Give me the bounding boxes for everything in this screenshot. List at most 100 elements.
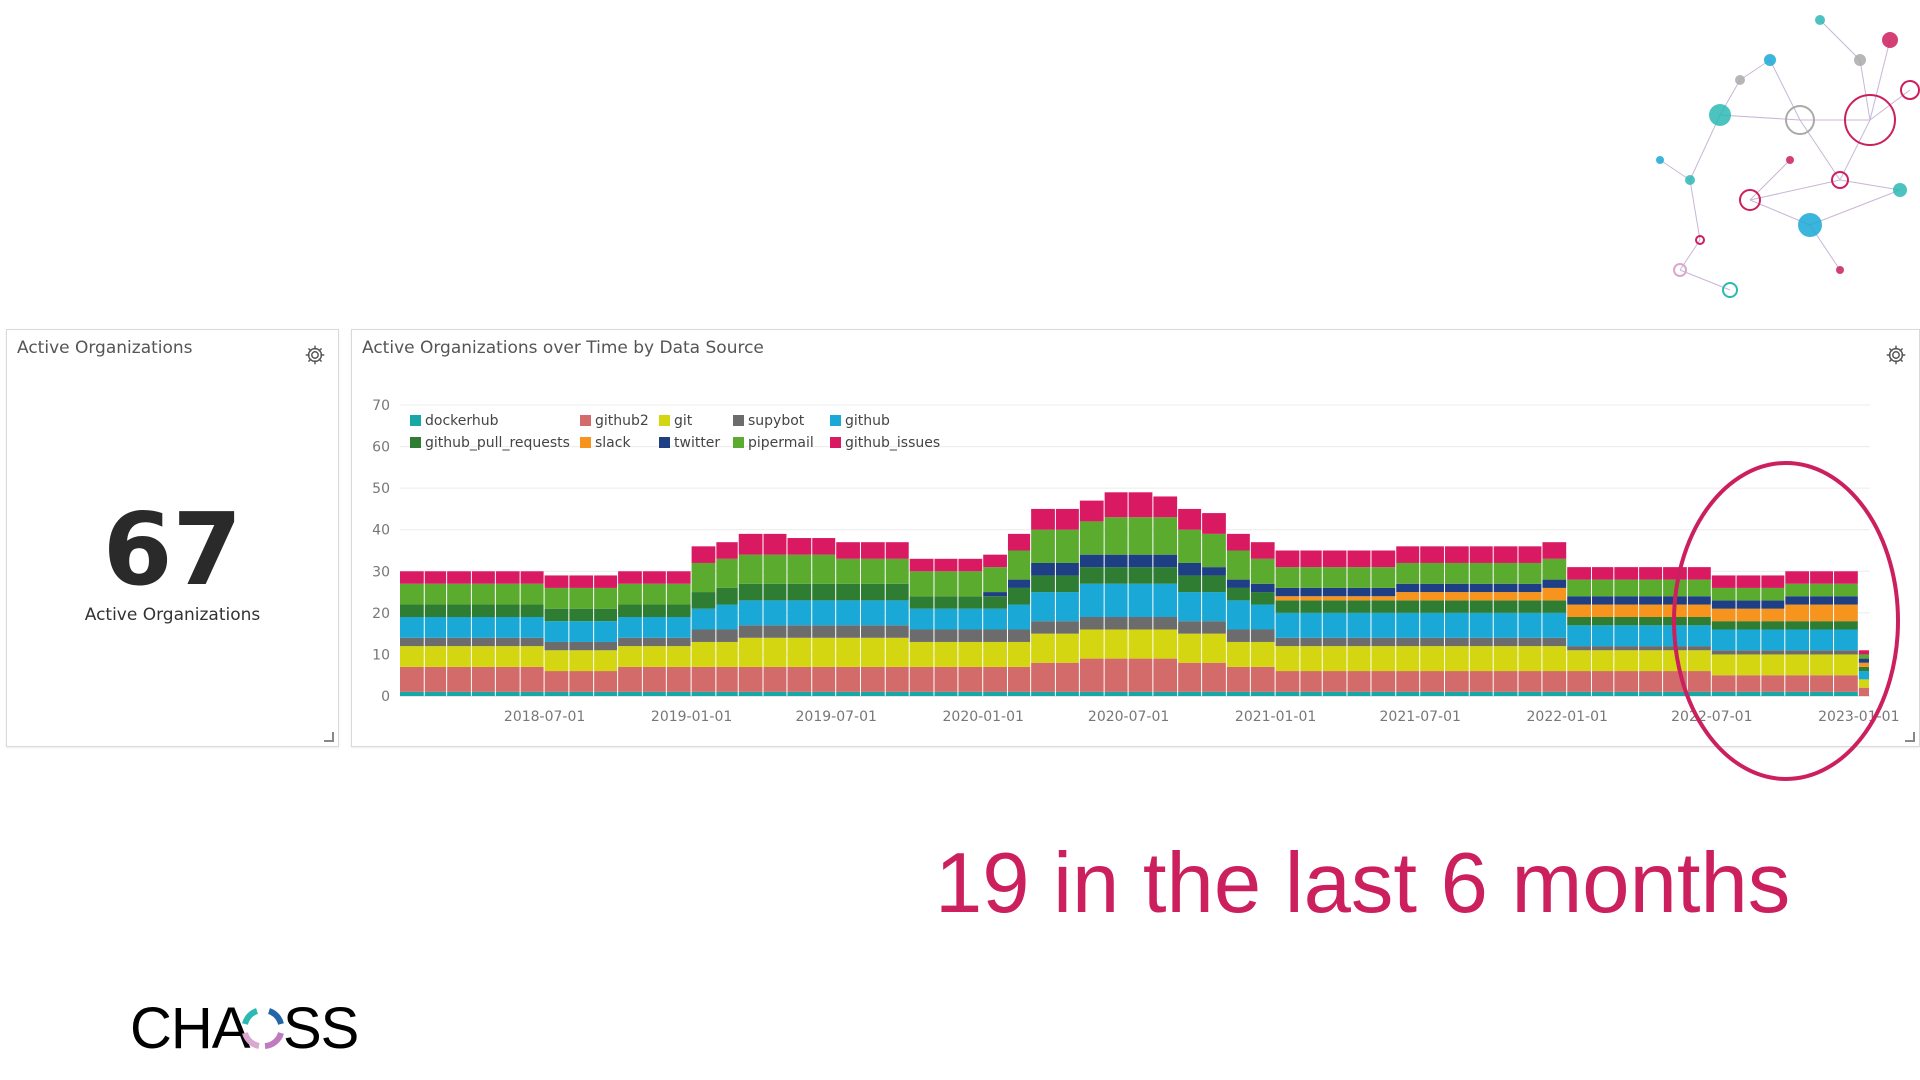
bar-dockerhub (691, 691, 716, 696)
gear-icon[interactable] (1885, 344, 1907, 366)
bar-dockerhub (544, 691, 569, 696)
bar-slack (1736, 608, 1761, 622)
bar-github2 (1785, 675, 1810, 692)
bar-git (1322, 646, 1347, 672)
bar-supybot (1202, 621, 1226, 634)
bar-git (1736, 654, 1761, 676)
bar-pipermail (836, 558, 860, 584)
bar-github (1858, 671, 1869, 680)
bar-github (763, 600, 787, 626)
bar-git (1493, 646, 1518, 672)
bar-github_issues (1687, 567, 1711, 580)
resize-handle-icon[interactable] (324, 732, 334, 742)
bar-git (1031, 633, 1055, 663)
bar-github2 (1469, 671, 1493, 692)
bar-twitter (1347, 587, 1371, 597)
bar-supybot (1834, 650, 1858, 655)
bar-github2 (787, 666, 812, 692)
bar-github2 (1007, 666, 1031, 692)
headline-text: 19 in the last 6 months (935, 836, 1791, 931)
bar-pipermail (1420, 562, 1444, 584)
bar-github (1250, 604, 1275, 630)
metric-value: 67 (102, 491, 243, 608)
bar-pipermail (1178, 529, 1202, 563)
bar-git (1104, 629, 1128, 659)
bar-github_issues (495, 571, 520, 584)
bar-git (958, 641, 983, 667)
bar-github (569, 621, 594, 642)
bar-github2 (983, 666, 1007, 692)
y-tick-label: 10 (372, 647, 390, 663)
bar-github (594, 621, 618, 642)
gear-icon[interactable] (304, 344, 326, 366)
bar-dockerhub (716, 691, 738, 696)
bar-dockerhub (1322, 691, 1347, 696)
bar-git (1396, 646, 1420, 672)
bar-pipermail (594, 587, 618, 609)
bar-github_issues (1736, 575, 1761, 588)
bar-git (1371, 646, 1396, 672)
legend-label-slack: slack (595, 435, 631, 451)
bar-pipermail (1079, 521, 1104, 555)
bar-supybot (400, 637, 424, 647)
bar-github2 (400, 666, 424, 692)
legend-swatch-github_pull_requests (410, 437, 421, 448)
bar-github (1614, 625, 1639, 647)
bar-slack (1347, 596, 1371, 601)
bar-pipermail (787, 554, 812, 584)
bar-github_pull_requests (400, 604, 424, 618)
bar-github2 (471, 666, 495, 692)
bar-github (691, 608, 716, 630)
bar-github_pull_requests (1518, 600, 1542, 613)
bar-dockerhub (1785, 691, 1810, 696)
bar-github2 (1396, 671, 1420, 692)
bar-github_pull_requests (1178, 575, 1202, 593)
bar-dockerhub (1007, 691, 1031, 696)
bar-github_issues (544, 575, 569, 588)
network-node (1785, 105, 1815, 135)
bar-github (1663, 625, 1687, 647)
bar-github2 (544, 671, 569, 692)
bar-github (787, 600, 812, 626)
bar-github_issues (1542, 542, 1567, 559)
bar-dockerhub (1275, 691, 1300, 696)
bar-github2 (885, 666, 909, 692)
bar-github_issues (1104, 492, 1128, 518)
bar-github_pull_requests (1420, 600, 1444, 613)
bar-git (1250, 641, 1275, 667)
network-node (1735, 75, 1745, 85)
bar-twitter (1153, 554, 1178, 568)
bar-github2 (1567, 671, 1591, 692)
bar-github2 (1687, 671, 1711, 692)
bar-git (1226, 641, 1250, 667)
bar-github2 (1420, 671, 1444, 692)
legend-swatch-github (830, 415, 841, 426)
bar-github2 (1663, 671, 1687, 692)
bar-twitter (1226, 579, 1250, 588)
bar-github (1785, 629, 1810, 651)
bar-supybot (1761, 650, 1785, 655)
bar-github2 (424, 666, 447, 692)
bar-supybot (520, 637, 544, 647)
bar-slack (1420, 592, 1444, 601)
bar-dockerhub (1444, 691, 1469, 696)
bar-dockerhub (666, 691, 691, 696)
bar-github_pull_requests (471, 604, 495, 618)
legend-label-github_issues: github_issues (845, 435, 940, 451)
bar-dockerhub (1663, 691, 1687, 696)
bar-dockerhub (424, 691, 447, 696)
bar-dockerhub (909, 691, 934, 696)
bar-slack (1322, 596, 1347, 601)
bar-pipermail (1567, 579, 1591, 597)
bar-git (1810, 654, 1834, 676)
bar-dockerhub (594, 691, 618, 696)
bar-dockerhub (1469, 691, 1493, 696)
bar-slack (1493, 592, 1518, 601)
bar-github2 (1493, 671, 1518, 692)
bar-git (1834, 654, 1858, 676)
resize-handle-icon[interactable] (1905, 732, 1915, 742)
bar-github2 (1202, 662, 1226, 692)
bar-github_issues (1810, 571, 1834, 584)
bar-git (1079, 629, 1104, 659)
bar-pipermail (1591, 579, 1614, 597)
